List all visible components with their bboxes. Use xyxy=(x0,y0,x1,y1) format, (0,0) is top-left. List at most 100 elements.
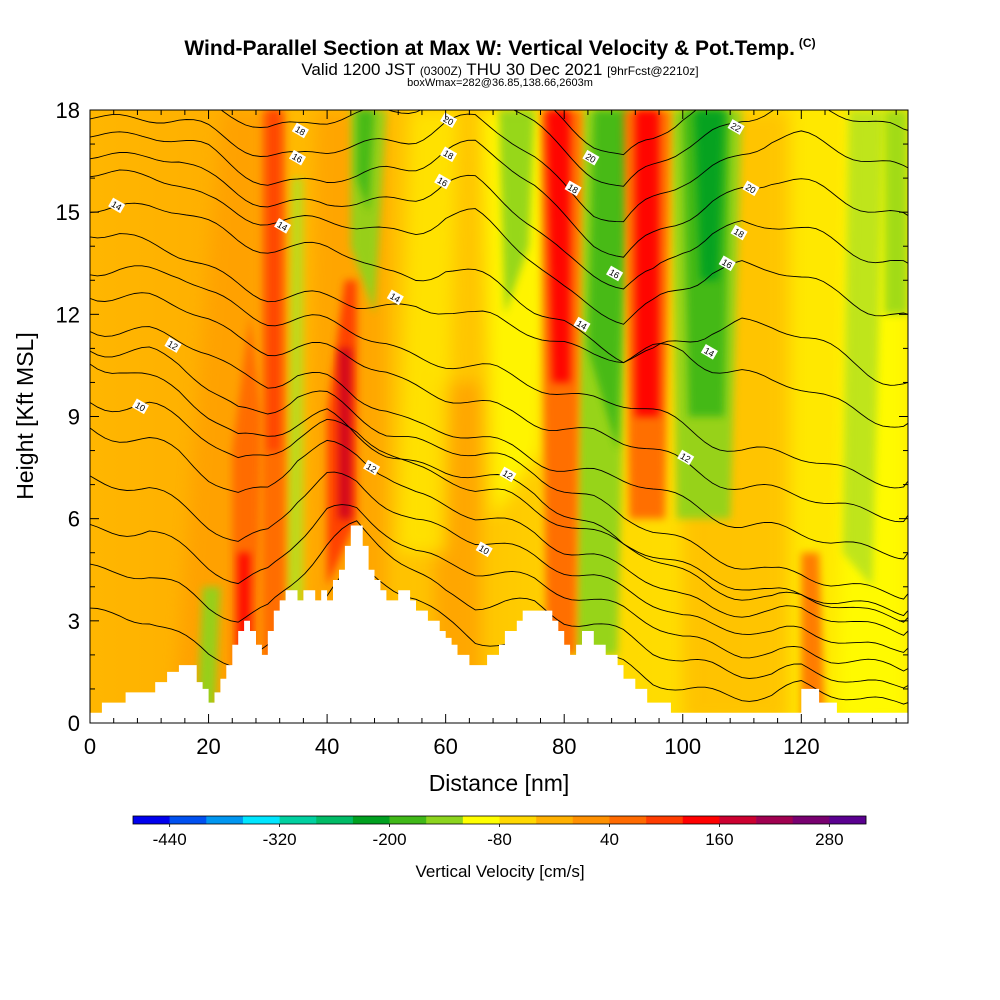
isentrope-line xyxy=(90,202,908,386)
isentrope-label-text: 18 xyxy=(732,226,746,240)
isentrope-label-text: 20 xyxy=(584,151,598,165)
isentrope-label-text: 18 xyxy=(293,124,307,138)
isentrope-label: 22 xyxy=(727,119,745,135)
y-tick-label: 18 xyxy=(56,98,80,123)
isentrope-line xyxy=(90,292,908,523)
colorbar-swatch xyxy=(682,816,720,824)
colorbar-swatch xyxy=(352,816,390,824)
colorbar-swatch xyxy=(279,816,317,824)
x-tick-label: 80 xyxy=(552,734,576,759)
isentrope-label: 18 xyxy=(730,224,748,241)
isentrope-label-text: 14 xyxy=(575,318,589,332)
valid-utc: (0300Z) xyxy=(419,64,462,78)
colorbar-swatch xyxy=(316,816,354,824)
colorbar-swatch xyxy=(206,816,244,824)
y-axis: 0 3 6 9 12 15 18 xyxy=(56,98,908,736)
chart-title-text: Wind-Parallel Section at Max W: Vertical… xyxy=(184,37,795,60)
isentrope-line xyxy=(90,427,908,636)
isentrope-label-text: 22 xyxy=(729,121,743,135)
isentrope-label: 12 xyxy=(164,337,182,353)
isentrope-label-text: 14 xyxy=(702,345,716,359)
isentrope-label-bg xyxy=(386,289,404,306)
y-axis-label: Height [Kft MSL] xyxy=(12,332,38,499)
isentrope-label-text: 14 xyxy=(276,219,290,233)
colorbar-swatch xyxy=(609,816,647,824)
colorbar-swatch xyxy=(572,816,610,824)
valid-date: THU 30 Dec 2021 xyxy=(466,60,603,79)
downdraft-band xyxy=(356,110,375,213)
y-tick-label: 3 xyxy=(68,609,80,634)
colorbar-label: -200 xyxy=(373,830,407,849)
isentrope-label-bg xyxy=(582,149,600,166)
valid-time: Valid 1200 JST xyxy=(301,60,416,79)
isentrope-line xyxy=(90,401,908,623)
y-tick-label: 6 xyxy=(68,507,80,532)
downdraft-band xyxy=(499,110,535,315)
isentrope-label: 12 xyxy=(499,466,517,483)
forecast-info: [9hrFcst@2210z] xyxy=(607,64,699,78)
x-axis: 0 20 40 60 80 100 120 xyxy=(84,110,897,759)
isentrope-label-bg xyxy=(434,173,452,190)
weak-downdraft-zone xyxy=(481,110,553,519)
isentrope-label-text: 10 xyxy=(133,400,147,414)
isentrope-label-bg xyxy=(677,449,695,466)
downdraft-band xyxy=(587,110,630,451)
isentrope-label: 14 xyxy=(573,316,591,333)
isentrope-label: 20 xyxy=(440,112,458,129)
isentrope-label: 20 xyxy=(742,180,760,197)
isentrope-line xyxy=(90,504,908,672)
isentrope-label-text: 20 xyxy=(442,114,456,128)
isentrope-label-text: 14 xyxy=(388,291,402,305)
x-tick-label: 100 xyxy=(664,734,701,759)
isentrope-labels: 10 10 12 12 12 12 14 14 14 14 14 16 16 16 16 18 18 18 18 20… xyxy=(108,112,760,558)
colorbar-label: -320 xyxy=(263,830,297,849)
y-tick-label: 15 xyxy=(56,200,80,225)
vertical-velocity-field xyxy=(90,110,908,723)
chart-subtitle: Valid 1200 JST (0300Z) THU 30 Dec 2021 [… xyxy=(0,61,1000,80)
y-tick-label: 0 xyxy=(68,711,80,736)
isentrope-label-bg xyxy=(727,119,745,135)
isentrope-label-bg xyxy=(700,343,718,360)
colorbar-swatch xyxy=(756,816,793,824)
x-tick-label: 40 xyxy=(315,734,339,759)
chart-title: Wind-Parallel Section at Max W: Vertical… xyxy=(0,36,1000,61)
isentrope-label: 16 xyxy=(434,173,452,190)
isentrope-label: 10 xyxy=(131,398,149,415)
isentrope-label-text: 12 xyxy=(501,468,515,482)
isentrope-label-bg xyxy=(440,146,458,163)
isentrope-label-text: 14 xyxy=(110,199,124,213)
isentrope-line xyxy=(90,326,908,560)
isentrope-label-bg xyxy=(730,224,748,241)
updraft-core xyxy=(635,110,659,417)
isentrope-label-bg xyxy=(573,316,591,333)
isentrope-label-bg xyxy=(718,255,736,272)
isentrope-line xyxy=(90,152,908,290)
isentrope-label-text: 16 xyxy=(720,257,734,271)
isentrope-label-bg xyxy=(291,122,309,139)
isentrope-label: 18 xyxy=(564,180,582,197)
isentrope-line xyxy=(90,169,908,325)
isentrope-label: 16 xyxy=(606,265,624,282)
downdraft-band xyxy=(694,110,725,281)
isentrope-line xyxy=(90,471,908,653)
isentrope-label-bg xyxy=(606,265,624,282)
isentrope-line xyxy=(90,520,908,689)
colorbar-swatch xyxy=(499,816,537,824)
x-tick-label: 120 xyxy=(783,734,820,759)
isentrope-label: 18 xyxy=(440,146,458,163)
box-info: boxWmax=282@36.85,138.66,2603m xyxy=(407,77,593,89)
x-tick-label: 0 xyxy=(84,734,96,759)
isentrope-label: 12 xyxy=(677,449,695,466)
isentrope-line xyxy=(90,113,908,223)
updraft-core xyxy=(339,348,351,519)
isentrope-line xyxy=(90,265,908,489)
isentrope-label-text: 18 xyxy=(442,148,456,162)
isentrope-label-text: 16 xyxy=(290,151,304,165)
isentrope-label-text: 20 xyxy=(744,182,758,196)
colorbar-swatch xyxy=(462,816,500,824)
colorbar-label: -80 xyxy=(487,830,512,849)
colorbar-swatch xyxy=(242,816,280,824)
colorbar-label: -440 xyxy=(153,830,187,849)
isentrope-label-bg xyxy=(288,149,307,166)
